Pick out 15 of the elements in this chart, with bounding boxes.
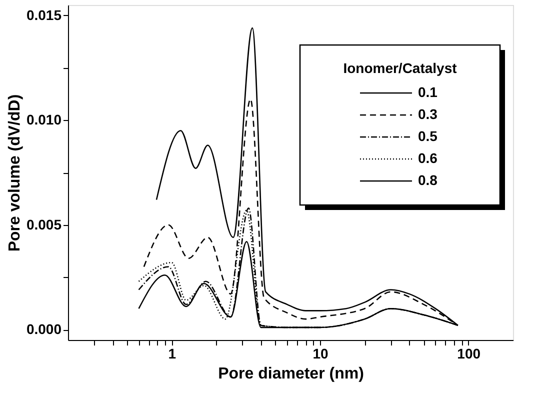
legend-label: 0.1 bbox=[418, 84, 438, 100]
legend-label: 0.6 bbox=[418, 150, 438, 166]
x-tick-label: 100 bbox=[457, 346, 481, 362]
y-axis-title: Pore volume (dV/dD) bbox=[6, 94, 24, 252]
x-axis-title: Pore diameter (nm) bbox=[218, 366, 364, 382]
y-tick-label: 0.010 bbox=[26, 112, 62, 128]
legend-title: Ionomer/Catalyst bbox=[343, 60, 458, 76]
legend-label: 0.3 bbox=[418, 106, 438, 122]
x-tick-label: 10 bbox=[312, 346, 329, 362]
legend-label: 0.8 bbox=[418, 172, 438, 188]
y-tick-label: 0.015 bbox=[26, 6, 62, 23]
legend-label: 0.5 bbox=[418, 128, 438, 144]
y-tick-label: 0.000 bbox=[26, 321, 62, 338]
y-tick-label: 0.005 bbox=[26, 216, 62, 232]
x-tick-label: 1 bbox=[168, 346, 176, 362]
